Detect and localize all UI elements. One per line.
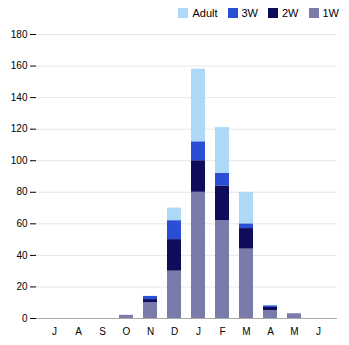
svg-text:F: F — [219, 326, 225, 337]
svg-text:D: D — [171, 326, 178, 337]
svg-text:140: 140 — [11, 92, 28, 103]
svg-text:180: 180 — [11, 29, 28, 40]
svg-text:N: N — [147, 326, 154, 337]
svg-text:S: S — [99, 326, 106, 337]
svg-text:O: O — [123, 326, 131, 337]
svg-text:40: 40 — [16, 250, 28, 261]
svg-text:20: 20 — [16, 281, 28, 292]
svg-text:M: M — [290, 326, 298, 337]
svg-text:J: J — [196, 326, 201, 337]
svg-text:J: J — [316, 326, 321, 337]
svg-text:J: J — [52, 326, 57, 337]
svg-text:80: 80 — [16, 186, 28, 197]
svg-text:120: 120 — [11, 123, 28, 134]
html-text:Adult: Adult — [192, 7, 218, 19]
svg-text:60: 60 — [16, 218, 28, 229]
html-text:2W: 2W — [282, 7, 299, 19]
svg-text:160: 160 — [11, 60, 28, 71]
svg-text:A: A — [267, 326, 274, 337]
html-text:3W: 3W — [241, 7, 258, 19]
svg-text:0: 0 — [22, 313, 28, 324]
html-text:1W: 1W — [322, 7, 339, 19]
svg-text:M: M — [242, 326, 250, 337]
svg-text:A: A — [75, 326, 82, 337]
svg-text:100: 100 — [11, 155, 28, 166]
